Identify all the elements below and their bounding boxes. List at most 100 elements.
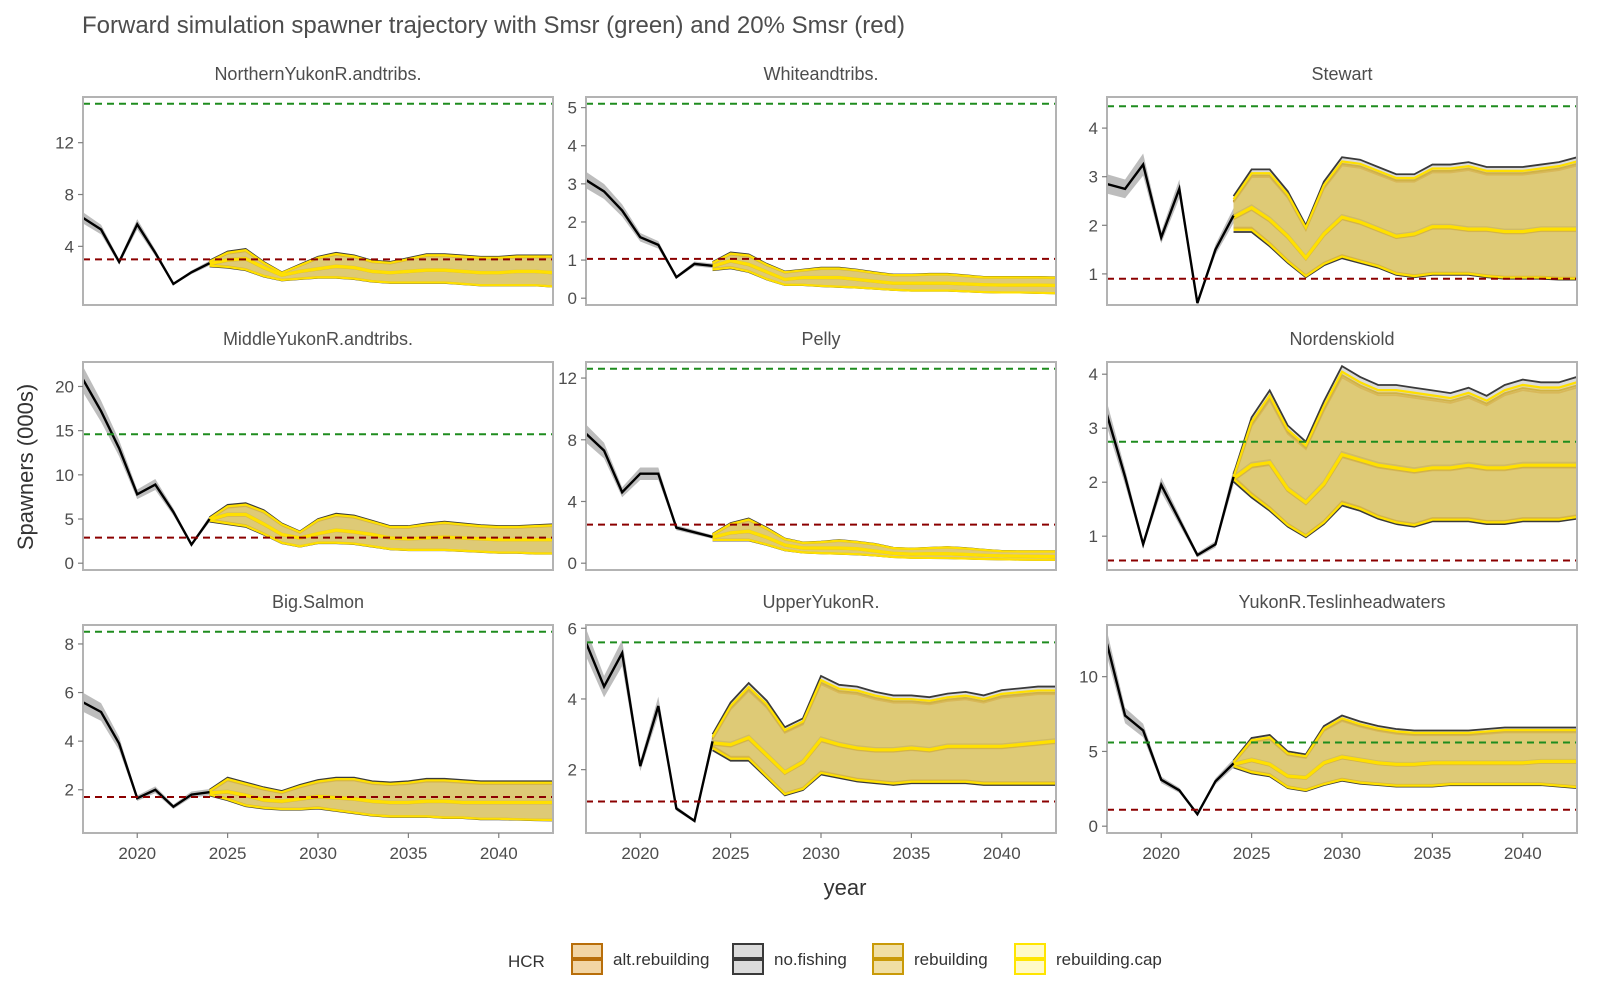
- upper-rebuilding.cap: [711, 518, 1056, 553]
- y-tick-label: 0: [568, 554, 577, 573]
- plot-area: [1107, 364, 1577, 562]
- median-rebuilding.cap: [1232, 205, 1577, 261]
- lower-rebuilding.cap: [712, 538, 1056, 561]
- x-tick-label: 2020: [621, 844, 659, 863]
- historical-band: [83, 366, 210, 546]
- plot-area: [586, 367, 1056, 561]
- legend: HCR alt.rebuilding no.fishing rebuilding re…: [508, 943, 1162, 975]
- legend-label: rebuilding.cap: [1056, 950, 1162, 969]
- plot-area: [586, 102, 1056, 295]
- upper-rebuilding.cap: [712, 252, 1056, 279]
- y-tick-label: 0: [568, 289, 577, 308]
- x-tick-label: 2030: [299, 844, 337, 863]
- panel-Whiteandtribs.: Whiteandtribs. 0 1 2 3 4 5: [568, 64, 1057, 308]
- upper-no.fishing: [711, 674, 1056, 735]
- band-rebuilding.cap: [1233, 371, 1577, 536]
- lower-rebuilding.cap: [209, 793, 553, 822]
- y-tick-label: 10: [1079, 668, 1098, 687]
- x-tick-label: 2040: [983, 844, 1021, 863]
- legend-label: no.fishing: [774, 950, 847, 969]
- x-tick-label: 2025: [712, 844, 750, 863]
- y-tick-label: 3: [1089, 419, 1098, 438]
- x-tick-label: 2025: [1233, 844, 1271, 863]
- strip-label: Nordenskiold: [1289, 329, 1394, 349]
- strip-label: Stewart: [1311, 64, 1372, 84]
- lower-rebuilding.cap: [1233, 765, 1577, 792]
- panel-Stewart: Stewart 1 2 3 4: [1089, 64, 1578, 306]
- historical-line: [83, 701, 210, 809]
- upper-rebuilding.cap: [1232, 370, 1577, 478]
- y-tick-label: 0: [1089, 817, 1098, 836]
- y-tick-label: 15: [55, 422, 74, 441]
- panel-border: [585, 96, 1057, 306]
- y-tick-label: 12: [558, 369, 577, 388]
- x-tick-label: 2040: [1504, 844, 1542, 863]
- y-tick-label: 3: [1089, 168, 1098, 187]
- strip-label: YukonR.Teslinheadwaters: [1238, 592, 1445, 612]
- panels: NorthernYukonR.andtribs.4812Whiteandtrib…: [55, 64, 1578, 863]
- upper-rebuilding.cap: [1232, 160, 1577, 231]
- historical-band: [1107, 630, 1234, 816]
- lower-rebuilding.cap: [209, 264, 553, 288]
- y-tick-label: 8: [65, 635, 74, 654]
- y-tick-label: 6: [568, 619, 577, 638]
- historical-line: [1107, 161, 1235, 304]
- x-tick-label: 2030: [802, 844, 840, 863]
- y-tick-label: 8: [65, 186, 74, 205]
- y-tick-label: 5: [568, 99, 577, 118]
- plot-area: [586, 628, 1056, 823]
- historical-band: [586, 628, 713, 823]
- panel-NorthernYukonR.andtribs.: NorthernYukonR.andtribs. 4 8 12: [55, 64, 554, 306]
- upper-no.fishing: [1232, 156, 1577, 228]
- x-tick-label: 2020: [1142, 844, 1180, 863]
- historical-line: [83, 216, 211, 286]
- band-rebuilding.cap: [1233, 161, 1577, 279]
- x-tick-label: 2035: [892, 844, 930, 863]
- y-tick-label: 2: [568, 213, 577, 232]
- x-tick-label: 2035: [1413, 844, 1451, 863]
- historical-line: [1107, 414, 1235, 557]
- plot-area: [83, 630, 553, 822]
- panel-border: [1106, 96, 1578, 306]
- y-tick-label: 20: [55, 377, 74, 396]
- y-tick-label: 1: [1089, 265, 1098, 284]
- y-tick-label: 6: [65, 684, 74, 703]
- y-tick-label: 4: [568, 492, 577, 511]
- panel-border: [82, 361, 554, 571]
- panel-border: [82, 96, 554, 306]
- upper-rebuilding.cap: [711, 678, 1056, 738]
- panel-MiddleYukonR.andtribs.: MiddleYukonR.andtribs. 0 5 10 15 20: [55, 329, 554, 573]
- median-rebuilding.cap: [209, 512, 553, 542]
- panel-border: [585, 361, 1057, 571]
- legend-label: rebuilding: [914, 950, 988, 969]
- plot-area: [83, 366, 553, 555]
- legend-title: HCR: [508, 952, 545, 971]
- median-rebuilding.cap: [209, 256, 553, 277]
- x-tick-label: 2020: [118, 844, 156, 863]
- y-tick-label: 12: [55, 134, 74, 153]
- upper-no.fishing: [1232, 364, 1577, 475]
- panel-Nordenskiold: Nordenskiold 1 2 3 4: [1089, 329, 1578, 571]
- y-tick-label: 4: [1089, 119, 1098, 138]
- lower-rebuilding.cap: [1232, 478, 1577, 538]
- y-tick-label: 2: [1089, 473, 1098, 492]
- band-rebuilding.cap: [209, 504, 553, 554]
- x-tick-label: 2040: [480, 844, 518, 863]
- plot-area: [1107, 105, 1577, 305]
- y-tick-label: 1: [568, 251, 577, 270]
- median-rebuilding.cap: [209, 790, 553, 805]
- y-tick-label: 5: [65, 510, 74, 529]
- historical-band: [586, 171, 713, 279]
- y-tick-label: 4: [1089, 365, 1098, 384]
- y-tick-label: 0: [65, 554, 74, 573]
- legend-item-alt.rebuilding: alt.rebuilding: [571, 943, 709, 975]
- strip-label: UpperYukonR.: [762, 592, 879, 612]
- lower-no.fishing: [1232, 481, 1577, 539]
- median-rebuilding.cap: [712, 735, 1056, 775]
- upper-no.fishing: [209, 776, 553, 792]
- strip-label: Big.Salmon: [272, 592, 364, 612]
- x-tick-label: 2030: [1323, 844, 1361, 863]
- upper-rebuilding.cap: [208, 777, 553, 794]
- lower-rebuilding.cap: [209, 519, 553, 555]
- plot-area: [83, 102, 553, 288]
